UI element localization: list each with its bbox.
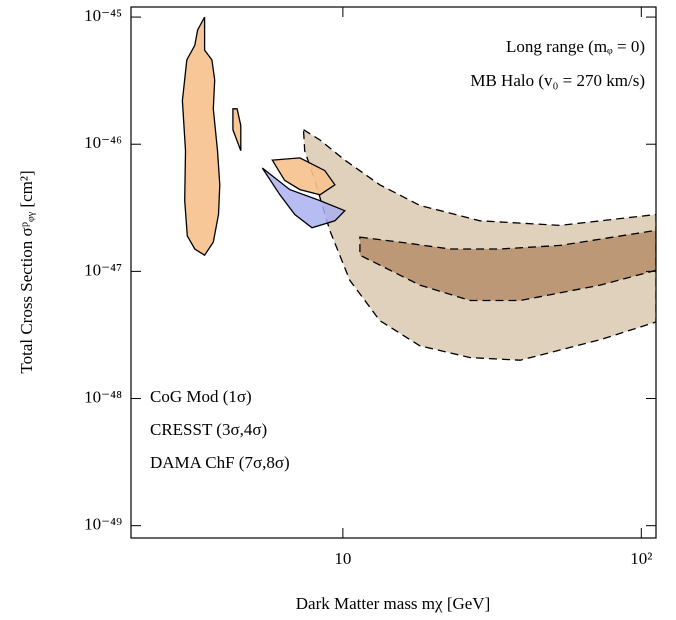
y-tick-label: 10⁻⁴⁷ (84, 260, 122, 279)
y-tick-label: 10⁻⁴⁸ (84, 387, 122, 406)
region (359, 229, 656, 302)
region (181, 16, 336, 257)
y-tick-label: 10⁻⁴⁹ (84, 515, 122, 534)
x-tick-label: 10² (630, 549, 652, 568)
annotation: MB Halo (v₀ = 270 km/s) (470, 71, 645, 90)
region (261, 167, 346, 229)
annotation: Long range (mᵩ = 0) (506, 37, 645, 56)
y-axis-label: Total Cross Section σᵖᵩᵧ [cm²] (17, 170, 36, 373)
legend-entry: CoG Mod (1σ) (150, 387, 252, 406)
legend-entry: DAMA ChF (7σ,8σ) (150, 453, 290, 472)
x-axis-label: Dark Matter mass mχ [GeV] (296, 594, 491, 613)
legend-entry: CRESST (3σ,4σ) (150, 420, 267, 439)
y-tick-label: 10⁻⁴⁵ (84, 6, 122, 25)
y-tick-label: 10⁻⁴⁶ (84, 133, 122, 152)
plot-frame (130, 6, 657, 539)
region (302, 128, 656, 361)
x-tick-label: 10 (334, 549, 351, 568)
plot-area (181, 16, 656, 361)
